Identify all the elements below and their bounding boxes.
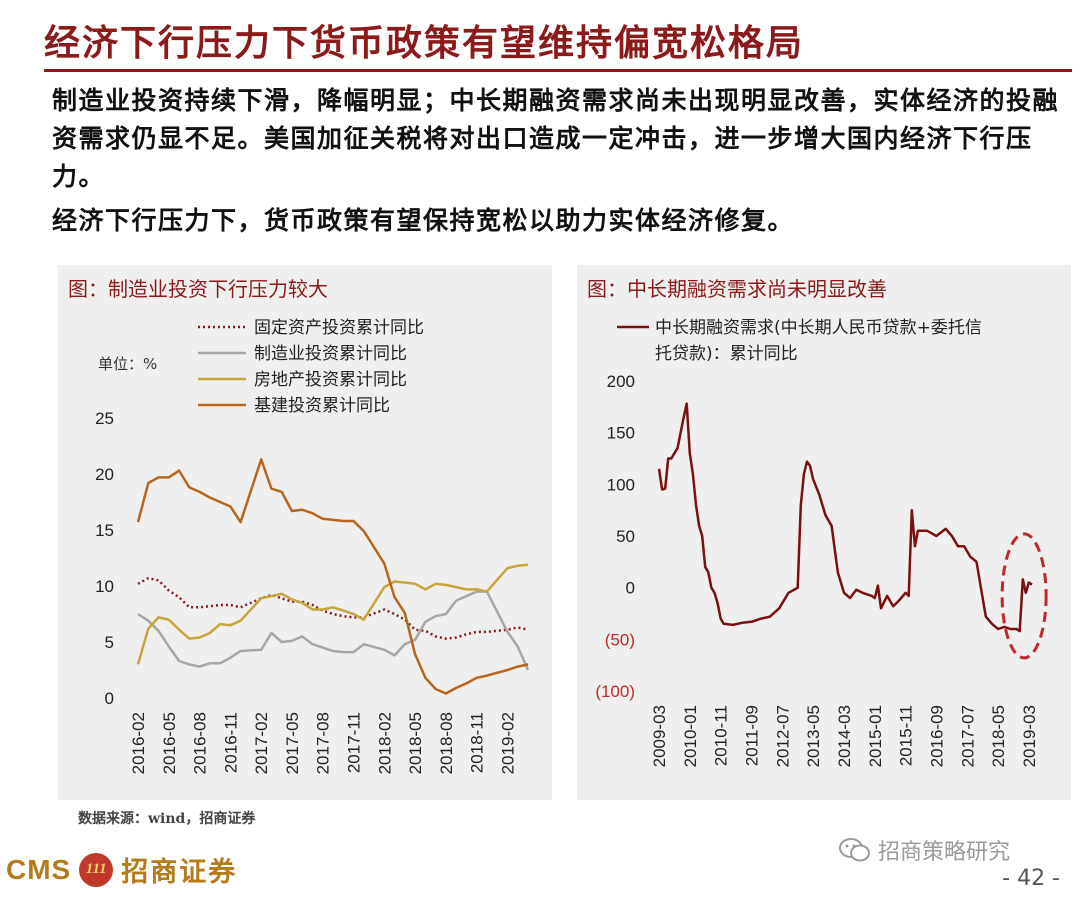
investment-chart: 单位：% 0 5 10 15 20 25 2016-02 2016-05 2016-08 2016-…: [95, 318, 530, 774]
x-tick-label: 2010-01: [681, 705, 700, 767]
x-tick-label: 2019-03: [1020, 705, 1039, 767]
y-tick-label: (50): [605, 630, 635, 649]
y-tick-label: 15: [95, 521, 114, 540]
y-tick-label: (100): [595, 682, 635, 701]
x-tick-label: 2018-11: [468, 712, 487, 773]
x-tick-label: 2016-05: [160, 712, 179, 774]
slide-title: 经济下行压力下货币政策有望维持偏宽松格局: [44, 22, 805, 64]
wechat-account-name: 招商策略研究: [878, 840, 1011, 865]
x-tick-label: 2017-02: [252, 712, 271, 774]
x-tick-label: 2018-08: [437, 712, 456, 774]
chart-panel-investment: 图：制造业投资下行压力较大 单位：% 0 5 10 15 20 25 2016-02 2016-…: [58, 265, 552, 800]
y-tick-label: 0: [105, 689, 114, 708]
body-text: 制造业投资持续下滑，降幅明显；中长期融资需求尚未出现明显改善，实体经济的投融资需…: [52, 82, 1062, 246]
x-tick-label: 2010-11: [712, 705, 731, 766]
unit-label: 单位：%: [98, 355, 157, 373]
paragraph-2: 经济下行压力下，货币政策有望保持宽松以助力实体经济修复。: [52, 206, 795, 235]
chart-title-financing: 图：中长期融资需求尚未明显改善: [587, 277, 887, 301]
legend-label: 制造业投资累计同比: [254, 344, 407, 364]
y-tick-label: 5: [105, 633, 114, 652]
series-line: [136, 458, 529, 695]
x-tick-label: 2011-09: [742, 705, 761, 766]
x-tick-label: 2018-05: [406, 712, 425, 774]
x-tick-label: 2016-11: [221, 712, 240, 773]
y-tick-label: 20: [95, 465, 114, 484]
logo-cms-text: CMS: [6, 853, 72, 885]
legend-label: 固定资产投资累计同比: [254, 318, 424, 338]
chart-panel-financing: 图：中长期融资需求尚未明显改善 中长期融资需求(中长期人民币贷款+委托信托贷款)…: [577, 265, 1071, 800]
y-tick-label: 150: [607, 424, 635, 443]
x-tick-label: 2013-05: [804, 705, 823, 767]
series-line: [137, 576, 529, 640]
x-tick-label: 2015-01: [866, 705, 885, 767]
legend-label: 中长期融资需求(中长期人民币贷款+委托信托贷款)：累计同比: [655, 318, 982, 364]
legend-label-line-1: 中长期融资需求(中长期人民币贷款+委托信: [655, 318, 982, 338]
y-tick-label: 0: [626, 579, 635, 598]
y-tick-label: 25: [95, 409, 114, 428]
paragraph-1: 制造业投资持续下滑，降幅明显；中长期融资需求尚未出现明显改善，实体经济的投融资需…: [52, 86, 1060, 191]
x-tick-label: 2016-08: [191, 712, 210, 774]
x-tick-label: 2019-02: [498, 712, 517, 774]
company-logo: CMS 111 招商证券: [6, 850, 237, 889]
legend-label: 基建投资累计同比: [254, 396, 390, 416]
financing-chart: 中长期融资需求(中长期人民币贷款+委托信托贷款)：累计同比 200 150 100 50…: [595, 318, 1048, 767]
x-tick-label: 2016-09: [927, 705, 946, 767]
highlight-circle: [1000, 532, 1048, 660]
series-line: [657, 402, 1033, 633]
logo-company-name: 招商证券: [121, 857, 238, 888]
legend-label: 房地产投资累计同比: [254, 370, 407, 390]
wechat-watermark: 招商策略研究: [838, 834, 1010, 866]
x-tick-label: 2017-08: [314, 712, 333, 774]
wechat-icon: [839, 838, 870, 862]
y-tick-label: 50: [616, 527, 635, 546]
x-tick-label: 2017-05: [283, 712, 302, 774]
x-tick-label: 2018-02: [375, 712, 394, 774]
title-divider: [44, 69, 1072, 72]
x-tick-label: 2018-05: [989, 705, 1008, 767]
logo-badge-icon: 111: [79, 852, 114, 887]
chart-title-investment: 图：制造业投资下行压力较大: [68, 277, 328, 301]
legend-label-line-2: 托贷款)：累计同比: [655, 344, 798, 364]
x-tick-label: 2017-07: [958, 705, 977, 767]
y-tick-label: 200: [607, 372, 635, 391]
x-tick-label: 2016-02: [129, 712, 148, 774]
series-line: [137, 590, 530, 671]
page-number: - 42 -: [1002, 866, 1060, 891]
series-line: [136, 563, 529, 665]
y-tick-label: 100: [607, 475, 635, 494]
x-tick-label: 2012-07: [773, 705, 792, 767]
y-tick-label: 10: [95, 577, 114, 596]
x-tick-label: 2009-03: [650, 705, 669, 767]
data-source-note: 数据来源：wind，招商证券: [78, 811, 256, 827]
x-tick-label: 2017-11: [345, 712, 364, 773]
x-tick-label: 2015-11: [897, 705, 916, 766]
x-tick-label: 2014-03: [835, 705, 854, 767]
